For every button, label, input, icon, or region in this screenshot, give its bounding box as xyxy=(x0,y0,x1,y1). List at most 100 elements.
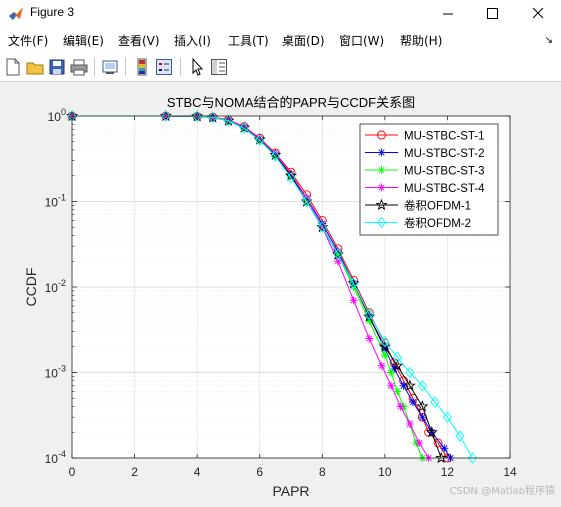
y-tick-label: 10-1 xyxy=(45,193,66,210)
minimize-button[interactable] xyxy=(425,0,470,28)
data-point-marker xyxy=(161,110,171,122)
figure-canvas: STBC与NOMA结合的PAPR与CCDF关系图 0 2 4 6 8 10 12 14 100 1… xyxy=(0,82,561,503)
link-plot-button[interactable] xyxy=(100,57,120,77)
insert-legend-button[interactable] xyxy=(154,57,174,77)
property-inspector-button[interactable] xyxy=(209,57,229,77)
colorbar-icon xyxy=(137,58,147,76)
legend-marker-sample xyxy=(377,166,386,174)
legend-marker-sample xyxy=(377,148,386,157)
legend[interactable]: MU-STBC-ST-1 MU-STBC-ST-2 MU-STBC-ST-3 MU-S… xyxy=(359,123,499,236)
legend-entry[interactable]: MU-STBC-ST-4 xyxy=(365,183,485,195)
data-point-marker xyxy=(331,248,344,260)
window-titlebar: Figure 3 xyxy=(0,0,561,28)
menu-help[interactable]: 帮助(H) xyxy=(400,34,443,48)
toolbar-separator xyxy=(180,58,181,76)
close-button[interactable] xyxy=(515,0,560,28)
data-point-marker xyxy=(347,277,360,289)
pointer-icon xyxy=(192,57,204,76)
new-figure-icon xyxy=(6,58,20,76)
save-icon xyxy=(49,59,65,75)
data-point-marker xyxy=(433,438,443,448)
data-point-marker xyxy=(270,150,280,162)
matlab-logo-icon xyxy=(9,7,23,20)
data-point-marker xyxy=(418,413,427,422)
data-point-marker xyxy=(387,368,396,377)
ccdf-chart[interactable]: STBC与NOMA结合的PAPR与CCDF关系图 0 2 4 6 8 10 12 14 100 1… xyxy=(0,82,561,503)
legend-entry[interactable]: 卷积OFDM-1 xyxy=(365,199,471,213)
menu-overflow-icon[interactable]: ↘ xyxy=(544,35,553,46)
insert-colorbar-button[interactable] xyxy=(132,57,152,77)
data-point-marker xyxy=(302,193,311,202)
maximize-icon xyxy=(487,8,498,19)
maximize-button[interactable] xyxy=(470,0,515,28)
data-point-marker xyxy=(455,430,465,442)
data-point-marker xyxy=(316,220,329,233)
x-tick-label: 12 xyxy=(441,465,455,479)
data-point-marker xyxy=(300,195,313,207)
menu-tools[interactable]: 工具(T) xyxy=(228,34,269,48)
data-point-marker xyxy=(224,115,233,124)
legend-entry[interactable]: MU-STBC-ST-2 xyxy=(365,148,485,160)
legend-label: MU-STBC-ST-4 xyxy=(404,183,485,195)
legend-icon xyxy=(156,59,172,75)
data-point-marker xyxy=(349,283,358,291)
legend-entry[interactable]: MU-STBC-ST-3 xyxy=(365,166,485,178)
y-axis-label: CCDF xyxy=(23,268,39,307)
data-point-marker xyxy=(403,379,416,391)
legend-entry[interactable]: 卷积OFDM-2 xyxy=(365,216,471,230)
edit-plot-button[interactable] xyxy=(187,57,207,77)
legend-marker-sample xyxy=(377,130,386,140)
data-point-marker xyxy=(377,361,386,370)
legend-label: MU-STBC-ST-2 xyxy=(404,148,485,160)
legend-entry[interactable]: MU-STBC-ST-1 xyxy=(365,131,485,143)
x-tick-label: 10 xyxy=(378,465,392,479)
data-point-marker xyxy=(399,381,408,390)
x-tick-label: 2 xyxy=(131,465,138,479)
data-point-marker xyxy=(255,134,265,147)
data-point-marker xyxy=(222,114,235,126)
print-button[interactable] xyxy=(69,57,89,77)
y-tick-label: 10-2 xyxy=(45,278,66,295)
menu-insert[interactable]: 插入(I) xyxy=(174,34,211,48)
data-point-marker xyxy=(467,452,478,464)
data-point-marker xyxy=(348,277,359,290)
data-point-marker xyxy=(442,411,453,423)
data-point-marker xyxy=(430,396,440,408)
data-point-marker xyxy=(396,402,405,411)
menu-edit[interactable]: 编辑(E) xyxy=(63,34,104,48)
data-point-marker xyxy=(365,334,374,343)
menu-view[interactable]: 查看(V) xyxy=(118,34,160,48)
window-title: Figure 3 xyxy=(30,5,75,19)
data-point-marker xyxy=(387,381,396,390)
data-point-marker xyxy=(317,221,327,233)
menu-file[interactable]: 文件(F) xyxy=(8,34,49,48)
new-figure-button[interactable] xyxy=(3,57,23,77)
data-point-marker xyxy=(286,171,296,184)
data-point-marker xyxy=(255,134,264,143)
x-tick-label: 8 xyxy=(319,465,326,479)
data-point-marker xyxy=(415,438,424,447)
menu-bar: 文件(F) 编辑(E) 查看(V) 插入(I) 工具(T) 桌面(D) 窗口(W… xyxy=(0,28,561,52)
data-point-marker xyxy=(380,351,389,360)
data-point-marker xyxy=(365,317,374,326)
save-button[interactable] xyxy=(47,57,67,77)
menu-desktop[interactable]: 桌面(D) xyxy=(282,34,325,48)
series-line xyxy=(72,115,473,459)
data-point-marker xyxy=(240,122,249,131)
data-point-marker xyxy=(239,122,249,134)
data-point-marker xyxy=(435,451,448,464)
legend-label: 卷积OFDM-2 xyxy=(404,216,471,230)
x-axis-label: PAPR xyxy=(272,483,309,499)
y-tick-label: 10-3 xyxy=(45,364,66,381)
x-tick-label: 14 xyxy=(503,465,517,479)
watermark-text: CSDN @Matlab程序猿 xyxy=(449,486,555,497)
data-point-marker xyxy=(378,340,391,352)
data-point-marker xyxy=(391,359,404,371)
open-file-button[interactable] xyxy=(25,57,45,77)
data-point-marker xyxy=(440,444,449,453)
link-plot-icon xyxy=(102,60,118,74)
legend-marker-sample xyxy=(377,183,386,192)
data-point-marker xyxy=(405,366,415,379)
menu-window[interactable]: 窗口(W) xyxy=(339,34,385,48)
data-point-marker xyxy=(159,109,172,122)
